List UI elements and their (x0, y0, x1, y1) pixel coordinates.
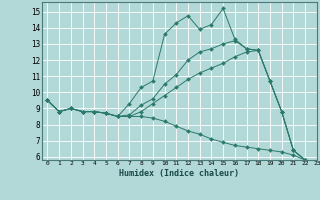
X-axis label: Humidex (Indice chaleur): Humidex (Indice chaleur) (119, 169, 239, 178)
